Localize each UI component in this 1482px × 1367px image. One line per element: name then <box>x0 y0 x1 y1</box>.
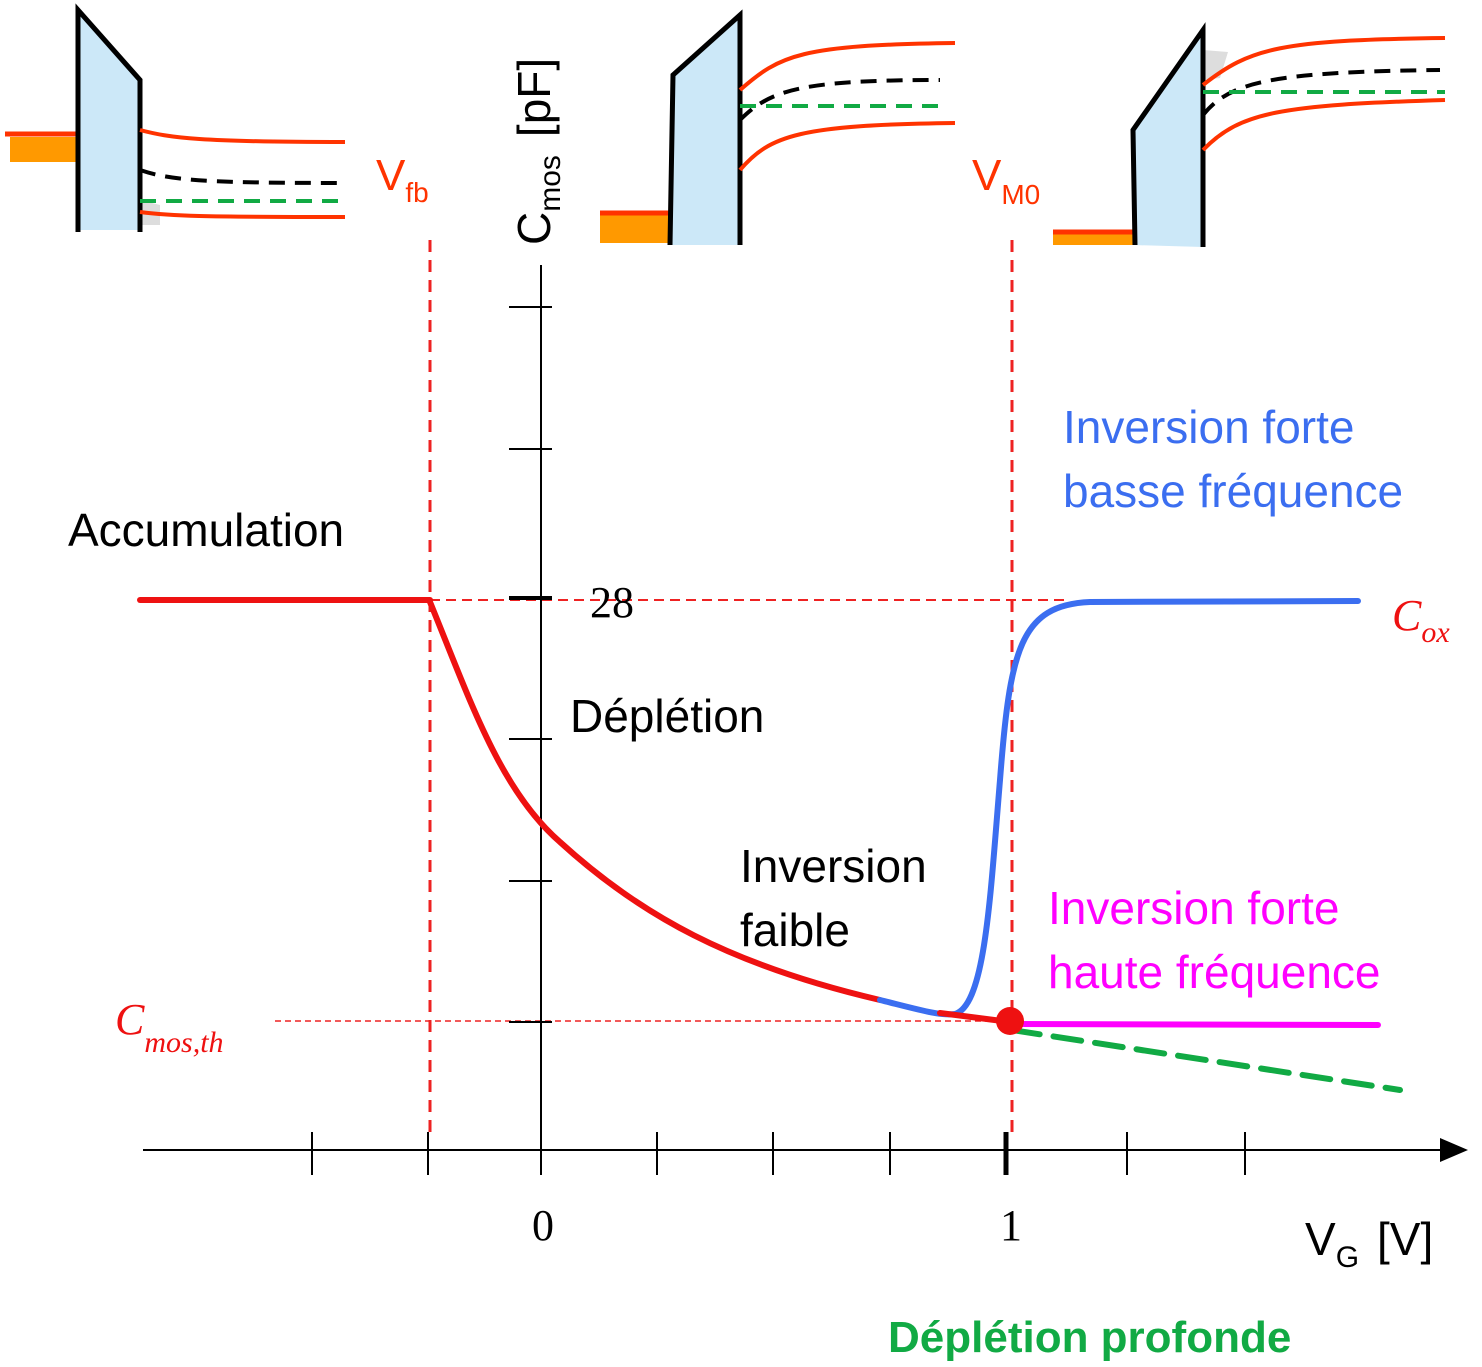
y-tick-label: 28 <box>590 578 634 627</box>
x-axis-label: VG[V] <box>1305 1213 1433 1274</box>
cox-label: Cox <box>1392 591 1450 649</box>
region-label: Déplétion <box>570 690 764 742</box>
band-diagram-inversion: - <box>1053 30 1445 247</box>
x-tick-label: 0 <box>532 1201 554 1250</box>
region-label: faible <box>740 904 850 956</box>
vfb-label: Vfb <box>376 151 429 208</box>
region-label: Inversion forte <box>1063 401 1354 453</box>
cv-diagram: + - <box>0 0 1482 1367</box>
axis-arrow <box>1440 1138 1468 1162</box>
region-label: haute fréquence <box>1048 946 1381 998</box>
region-label: Inversion forte <box>1048 882 1339 934</box>
region-label: Inversion <box>740 840 927 892</box>
region-label: Déplétion profonde <box>888 1313 1291 1362</box>
band-diagram-accumulation: + <box>5 10 345 234</box>
region-label: basse fréquence <box>1063 465 1403 517</box>
vm0-label: VM0 <box>972 151 1040 210</box>
x-tick-label: 1 <box>1000 1201 1022 1250</box>
y-axis-label: Cmos[pF] <box>508 58 567 245</box>
region-label: Accumulation <box>68 504 344 556</box>
band-diagram-depletion <box>600 15 955 245</box>
cmos-th-label: Cmos,th <box>115 995 224 1059</box>
